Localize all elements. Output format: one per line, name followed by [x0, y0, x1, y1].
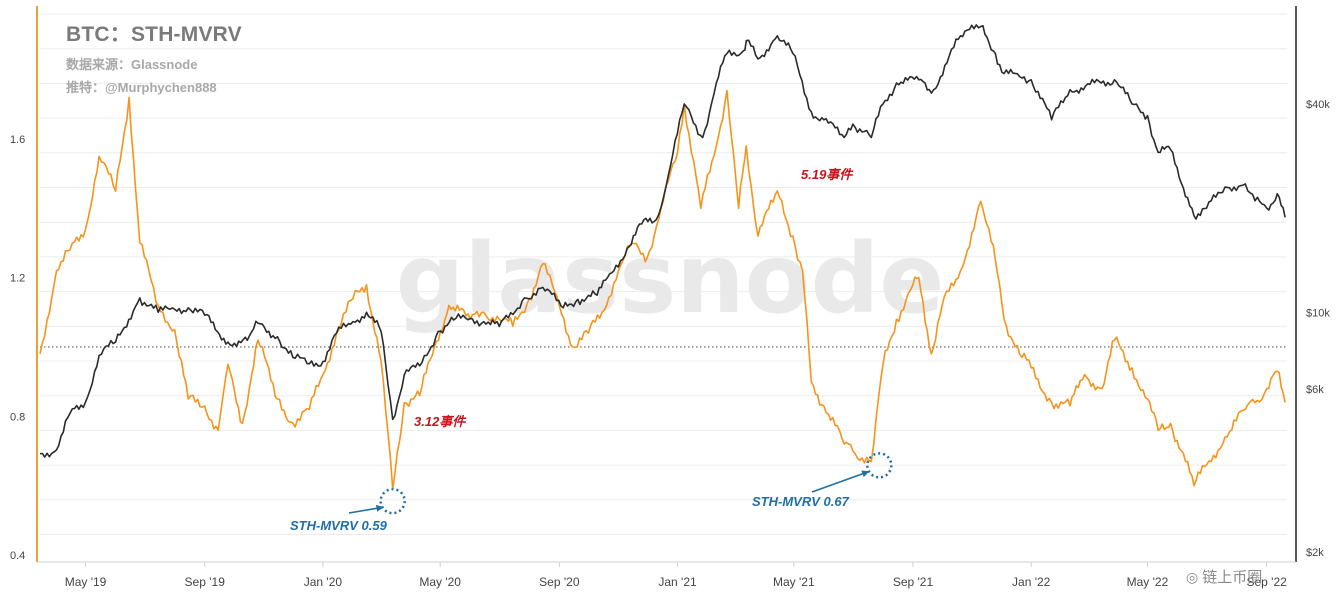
axes — [36, 6, 1297, 563]
y-left-tick-label: 0.8 — [10, 411, 25, 423]
btc-price-series-line — [39, 24, 1286, 458]
tick-labels: May '19 Sep '19 Jan '20 May '20 Sep '20 Jan '… — [10, 99, 1330, 589]
wechat-icon: ◎ — [1186, 569, 1199, 585]
source-label: 数据来源：Glassnode — [66, 57, 198, 72]
y-right-tick-label: $6k — [1306, 384, 1324, 396]
x-tick-label: Sep '22 — [1246, 575, 1287, 589]
event-312-label: 3.12事件 — [414, 414, 466, 429]
sth-mvrv-series-line — [39, 89, 1286, 490]
y-left-tick-label: 1.2 — [10, 273, 25, 285]
y-left-tick-label: 1.6 — [10, 134, 25, 146]
glassnode-watermark: glassnode — [396, 223, 945, 335]
y-left-tick-label: 0.4 — [10, 550, 25, 562]
low-arrow-1-head — [376, 504, 384, 512]
low-circle-1 — [379, 487, 406, 515]
event-519-label: 5.19事件 — [801, 167, 853, 182]
annotation-markers — [348, 452, 893, 515]
author-label: 推特：@Murphychen888 — [66, 80, 217, 95]
low-label-2: STH-MVRV 0.67 — [752, 494, 849, 509]
x-tick-label: May '19 — [65, 575, 107, 589]
low-label-1: STH-MVRV 0.59 — [290, 518, 387, 533]
y-right-tick-label: $2k — [1306, 547, 1324, 559]
x-tick-label: Jan '20 — [304, 575, 343, 589]
low-arrow-2-head — [861, 470, 870, 478]
x-tick-label: Jan '21 — [658, 575, 697, 589]
x-tick-label: May '20 — [419, 575, 461, 589]
x-tick-label: Sep '20 — [539, 575, 580, 589]
x-tick-label: May '22 — [1127, 575, 1169, 589]
y-right-tick-label: $40k — [1306, 99, 1330, 111]
series-lines — [39, 24, 1286, 490]
glassnode-watermark-text: glassnode — [396, 223, 945, 335]
x-tick-label: May '21 — [773, 575, 815, 589]
corner-watermark: ◎ 链上币圈 — [1186, 569, 1263, 586]
low-circle-2 — [866, 452, 893, 479]
x-tick-label: Sep '19 — [185, 575, 226, 589]
low-arrow-2 — [811, 470, 870, 493]
y-right-tick-label: $10k — [1306, 307, 1330, 319]
x-tick-label: Sep '21 — [893, 575, 934, 589]
x-tick-label: Jan '22 — [1012, 575, 1051, 589]
chart-title: BTC：STH-MVRV — [66, 23, 242, 46]
